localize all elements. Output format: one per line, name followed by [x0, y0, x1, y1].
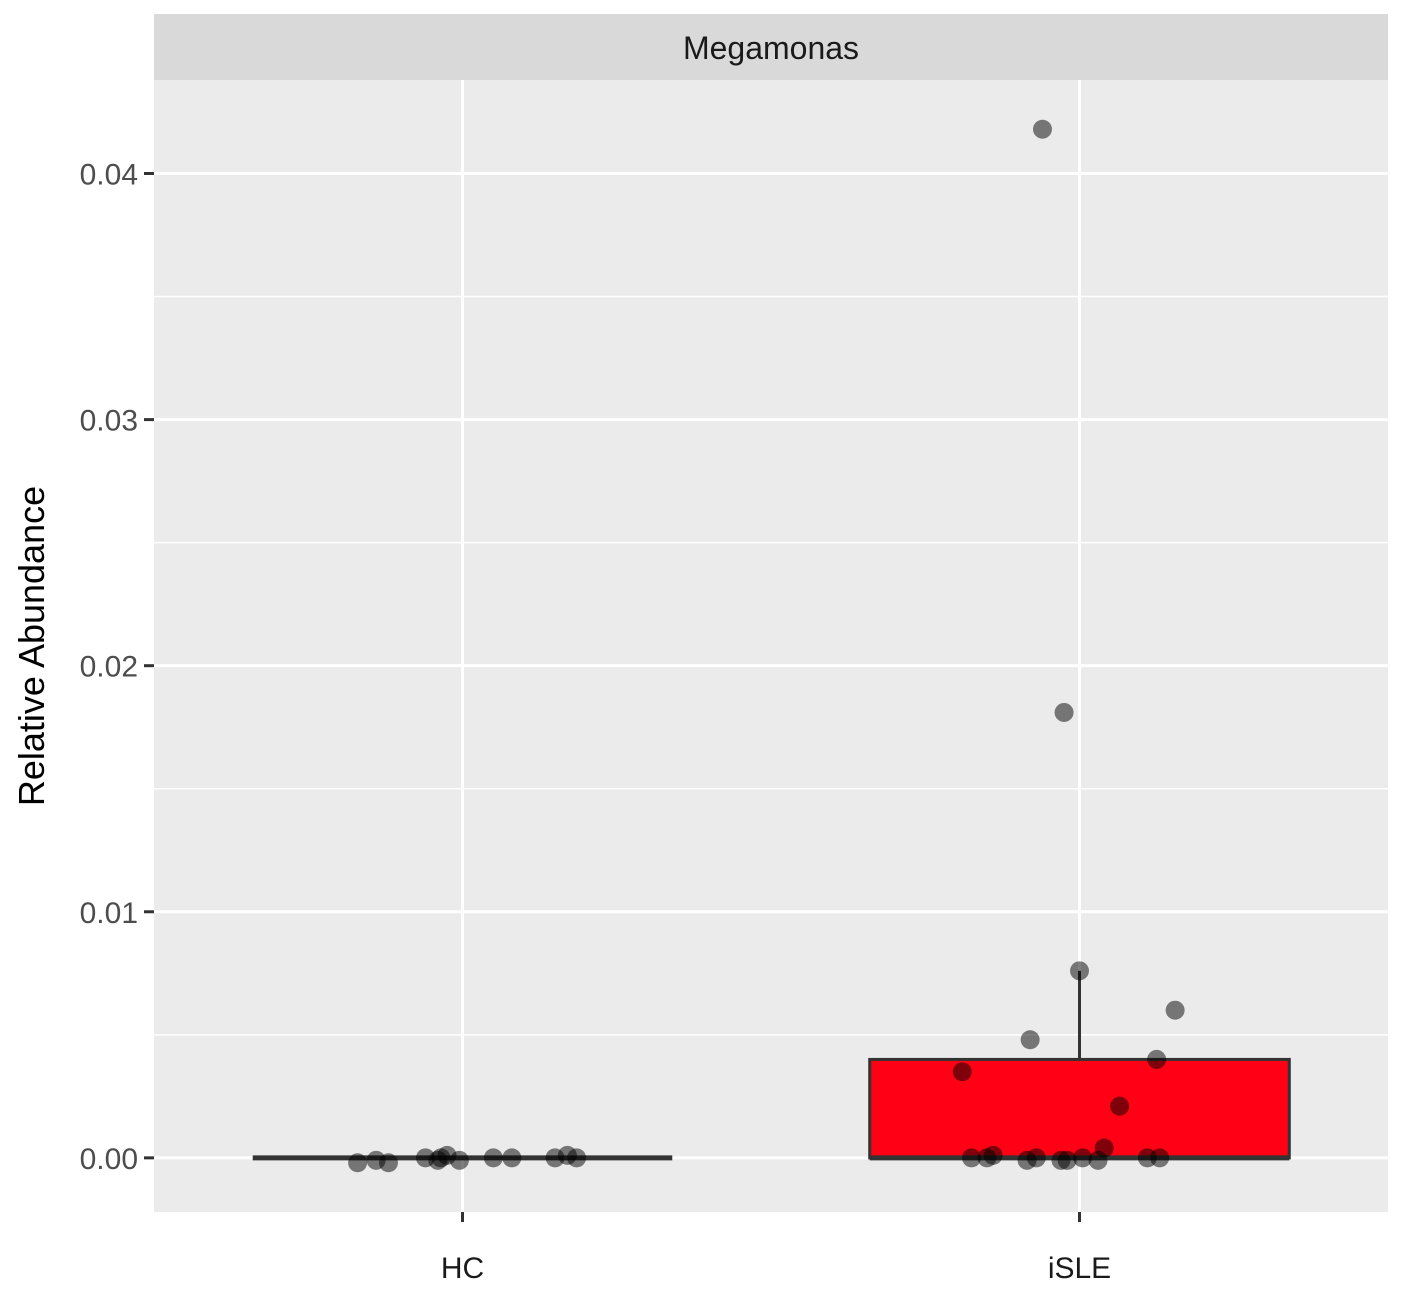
y-tick-label: 0.00 — [80, 1143, 138, 1176]
data-point — [983, 1145, 1003, 1165]
data-point — [483, 1148, 503, 1168]
data-point — [1073, 1148, 1093, 1168]
data-point — [1054, 702, 1074, 722]
facet-title: Megamonas — [683, 30, 859, 66]
data-point — [1057, 1150, 1077, 1170]
data-point — [502, 1148, 522, 1168]
x-axis: HC iSLE — [441, 1212, 1111, 1285]
data-point — [1088, 1150, 1108, 1170]
y-axis-title: Relative Abundance — [11, 486, 52, 806]
data-point — [449, 1150, 469, 1170]
data-point — [567, 1148, 587, 1168]
data-point — [1110, 1096, 1130, 1116]
data-point — [952, 1062, 972, 1082]
y-tick-label: 0.02 — [80, 651, 138, 684]
minor-gridlines — [154, 295, 1388, 1036]
data-point — [962, 1148, 982, 1168]
plot-panel — [154, 80, 1388, 1212]
y-tick-label: 0.01 — [80, 897, 138, 930]
y-axis: 0.00 0.01 0.02 0.03 0.04 — [80, 159, 154, 1176]
box-iqr — [868, 1057, 1291, 1160]
data-point — [1165, 1000, 1185, 1020]
data-point — [348, 1153, 368, 1173]
x-tick-label: HC — [441, 1252, 484, 1285]
data-point — [1026, 1148, 1046, 1168]
data-point — [1150, 1148, 1170, 1168]
y-tick-label: 0.03 — [80, 405, 138, 438]
jitter-points — [348, 119, 1185, 1173]
data-point — [1032, 119, 1052, 139]
x-tick-label: iSLE — [1048, 1252, 1111, 1285]
boxplot-isle — [868, 970, 1291, 1161]
data-point — [378, 1153, 398, 1173]
facet-strip — [154, 14, 1388, 80]
data-point — [1147, 1049, 1167, 1069]
data-point — [1020, 1030, 1040, 1050]
y-tick-label: 0.04 — [80, 159, 138, 192]
data-point — [1070, 961, 1089, 981]
